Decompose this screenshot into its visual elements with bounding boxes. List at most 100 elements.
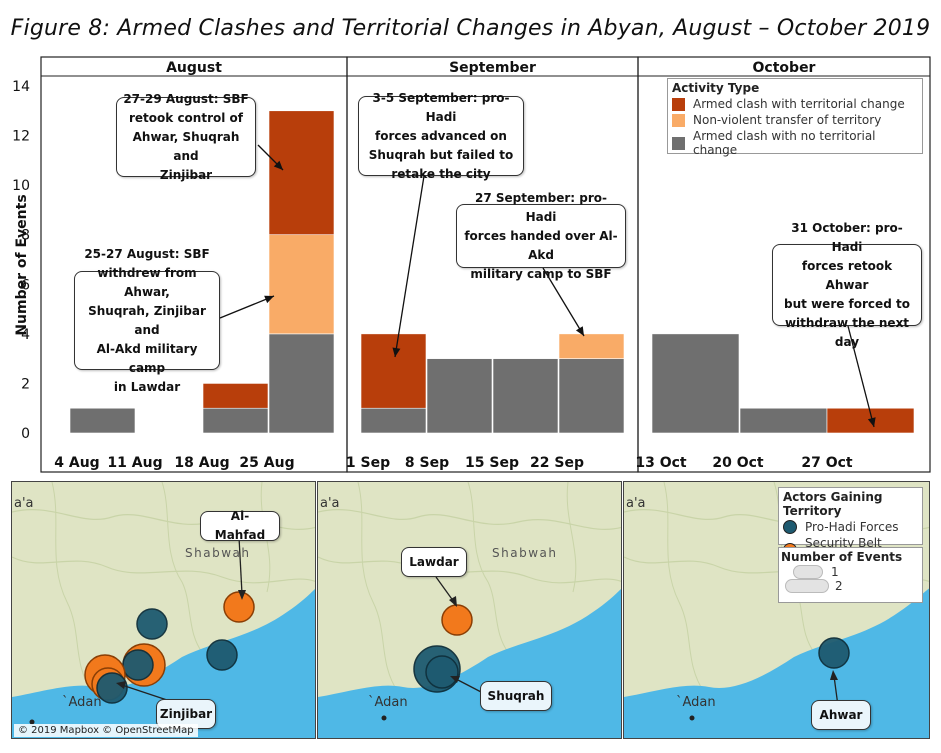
event-marker-pro-hadi: [96, 672, 128, 704]
annotation-sep-advance: 3-5 September: pro-Hadi forces advanced o…: [358, 91, 524, 181]
map-september: [318, 482, 621, 738]
annotation-aug-retake: 27-29 August: SBF retook control of Ahwar,…: [116, 92, 256, 182]
map-city-label: `Adan: [368, 695, 408, 710]
annotation-text: 3-5 September: pro-Hadi forces advanced o…: [368, 90, 514, 181]
annotation-aug-withdraw: 25-27 August: SBF withdrew from Ahwar, Shu…: [74, 247, 220, 394]
y-axis-label: Number of Events: [14, 194, 30, 335]
map-attribution: © 2019 Mapbox © OpenStreetMap: [14, 724, 198, 737]
size-legend: Number of Events 1 2: [778, 547, 923, 603]
bar-segment: [492, 358, 559, 434]
annotation-oct-ahwar: 31 October: pro-Hadi forces retook Ahwar b…: [772, 221, 922, 349]
y-tick-label: 2: [21, 376, 30, 392]
annotation-arrowhead: [264, 295, 274, 304]
map-panel-august: a'a Shabwah `Adan Al-Mahfad Zinjibar © 2…: [11, 481, 316, 739]
map-region-label: Shabwah: [185, 546, 251, 560]
legend-swatch: [672, 136, 685, 150]
bar-segment: [651, 333, 740, 434]
x-tick-label: 13 Oct: [635, 455, 687, 471]
y-tick-label: 10: [12, 178, 30, 194]
x-tick-label: 20 Oct: [712, 455, 764, 471]
legend-label: Non-violent transfer of territory: [693, 113, 882, 127]
map-city-label: `Adan: [62, 695, 102, 710]
legend-label: Armed clash with no territorial change: [693, 129, 876, 157]
x-tick-label: 8 Sep: [405, 455, 449, 471]
legend-item: Non-violent transfer of territory: [668, 112, 922, 128]
map-callout-shuqrah: Shuqrah: [480, 681, 552, 711]
map-edge-label: a'a: [14, 496, 34, 511]
annotation-text: 27-29 August: SBF retook control of Ahwar,…: [123, 91, 249, 182]
y-tick-label: 0: [21, 426, 30, 442]
legend-label: 1: [831, 565, 839, 579]
legend-item: Armed clash with no territorial change: [668, 128, 922, 158]
bar-segment: [202, 407, 269, 434]
bar-segment: [69, 407, 136, 434]
y-tick-label: 6: [21, 277, 30, 293]
event-marker-pro-hadi: [136, 608, 168, 640]
x-tick-label: 1 Sep: [346, 455, 390, 471]
bar-segment: [360, 407, 427, 434]
legend-label: Armed clash with territorial change: [693, 97, 905, 111]
event-marker-security-belt: [441, 604, 473, 636]
legend-swatch: [672, 113, 685, 127]
annotation-arrowhead: [392, 347, 401, 357]
x-tick-label: 18 Aug: [174, 455, 229, 471]
legend-title: Activity Type: [672, 81, 760, 95]
map-region-label: Shabwah: [492, 546, 558, 560]
y-tick-label: 14: [12, 79, 30, 95]
map-edge-label: a'a: [626, 496, 646, 511]
annotation-arrowhead: [867, 417, 876, 427]
y-tick-label: 8: [21, 228, 30, 244]
panel-title: October: [753, 60, 816, 76]
bar-segment: [202, 383, 269, 409]
legend-item: 2: [779, 579, 922, 593]
event-marker-security-belt: [223, 591, 255, 623]
size-marker-1: [793, 565, 823, 579]
map-city-label: `Adan: [676, 695, 716, 710]
annotation-arrow: [542, 267, 585, 337]
legend-label: 2: [835, 579, 843, 593]
legend-swatch: [672, 97, 685, 111]
bar-segment: [268, 110, 335, 236]
annotation-arrow: [847, 325, 875, 428]
legend-title: Number of Events: [781, 550, 903, 564]
bar-segment: [426, 358, 493, 434]
annotation-text: 25-27 August: SBF withdrew from Ahwar, Shu…: [84, 246, 210, 394]
annotation-text: 27 September: pro-Hadi forces handed over…: [464, 190, 618, 281]
x-tick-label: 25 Aug: [239, 455, 294, 471]
map-callout-ahwar: Ahwar: [811, 700, 871, 730]
map-markers-august: [84, 536, 255, 704]
legend-title: Actors Gaining Territory: [783, 490, 883, 518]
event-marker-pro-hadi: [425, 655, 459, 689]
map-panel-october: a'a `Adan Ahwar Actors Gaining Territory…: [623, 481, 930, 739]
figure-title: Figure 8: Armed Clashes and Territorial …: [10, 16, 931, 41]
x-tick-label: 22 Sep: [530, 455, 584, 471]
legend-item: 1: [779, 565, 922, 579]
bar-segment: [268, 234, 335, 335]
x-tick-label: 27 Oct: [801, 455, 853, 471]
event-marker-pro-hadi: [818, 637, 850, 669]
panel-title: September: [449, 60, 536, 76]
panel-title: August: [166, 60, 222, 76]
annotation-text: 31 October: pro-Hadi forces retook Ahwar b…: [784, 220, 910, 349]
legend-marker-pro-hadi: [783, 520, 797, 534]
annotation-arrowhead: [273, 160, 283, 170]
annotation-arrow: [219, 295, 275, 319]
legend-item: Pro-Hadi Forces: [779, 519, 922, 535]
bar-segment: [558, 358, 625, 434]
annotation-sep-handover: 27 September: pro-Hadi forces handed over…: [456, 191, 626, 281]
x-tick-label: 4 Aug: [54, 455, 99, 471]
panel-frame: [637, 56, 931, 473]
y-tick-label: 4: [21, 327, 30, 343]
map-edge-label: a'a: [320, 496, 340, 511]
actors-legend: Actors Gaining Territory Pro-Hadi Forces…: [778, 487, 923, 564]
bar-chart: 0 2 4 6 8 10 12 14 Number of Events August 4 Aug 11…: [12, 56, 931, 473]
annotation-arrowhead: [575, 326, 584, 336]
size-marker-2: [785, 579, 829, 593]
x-tick-label: 15 Sep: [465, 455, 519, 471]
map-panel-september: a'a Shabwah `Adan Lawdar Shuqrah: [317, 481, 622, 739]
activity-type-legend: Activity Type Armed clash with territori…: [667, 78, 923, 157]
event-marker-pro-hadi: [206, 639, 238, 671]
bar-segment: [739, 407, 828, 434]
y-tick-label: 12: [12, 129, 30, 145]
x-tick-label: 11 Aug: [107, 455, 162, 471]
